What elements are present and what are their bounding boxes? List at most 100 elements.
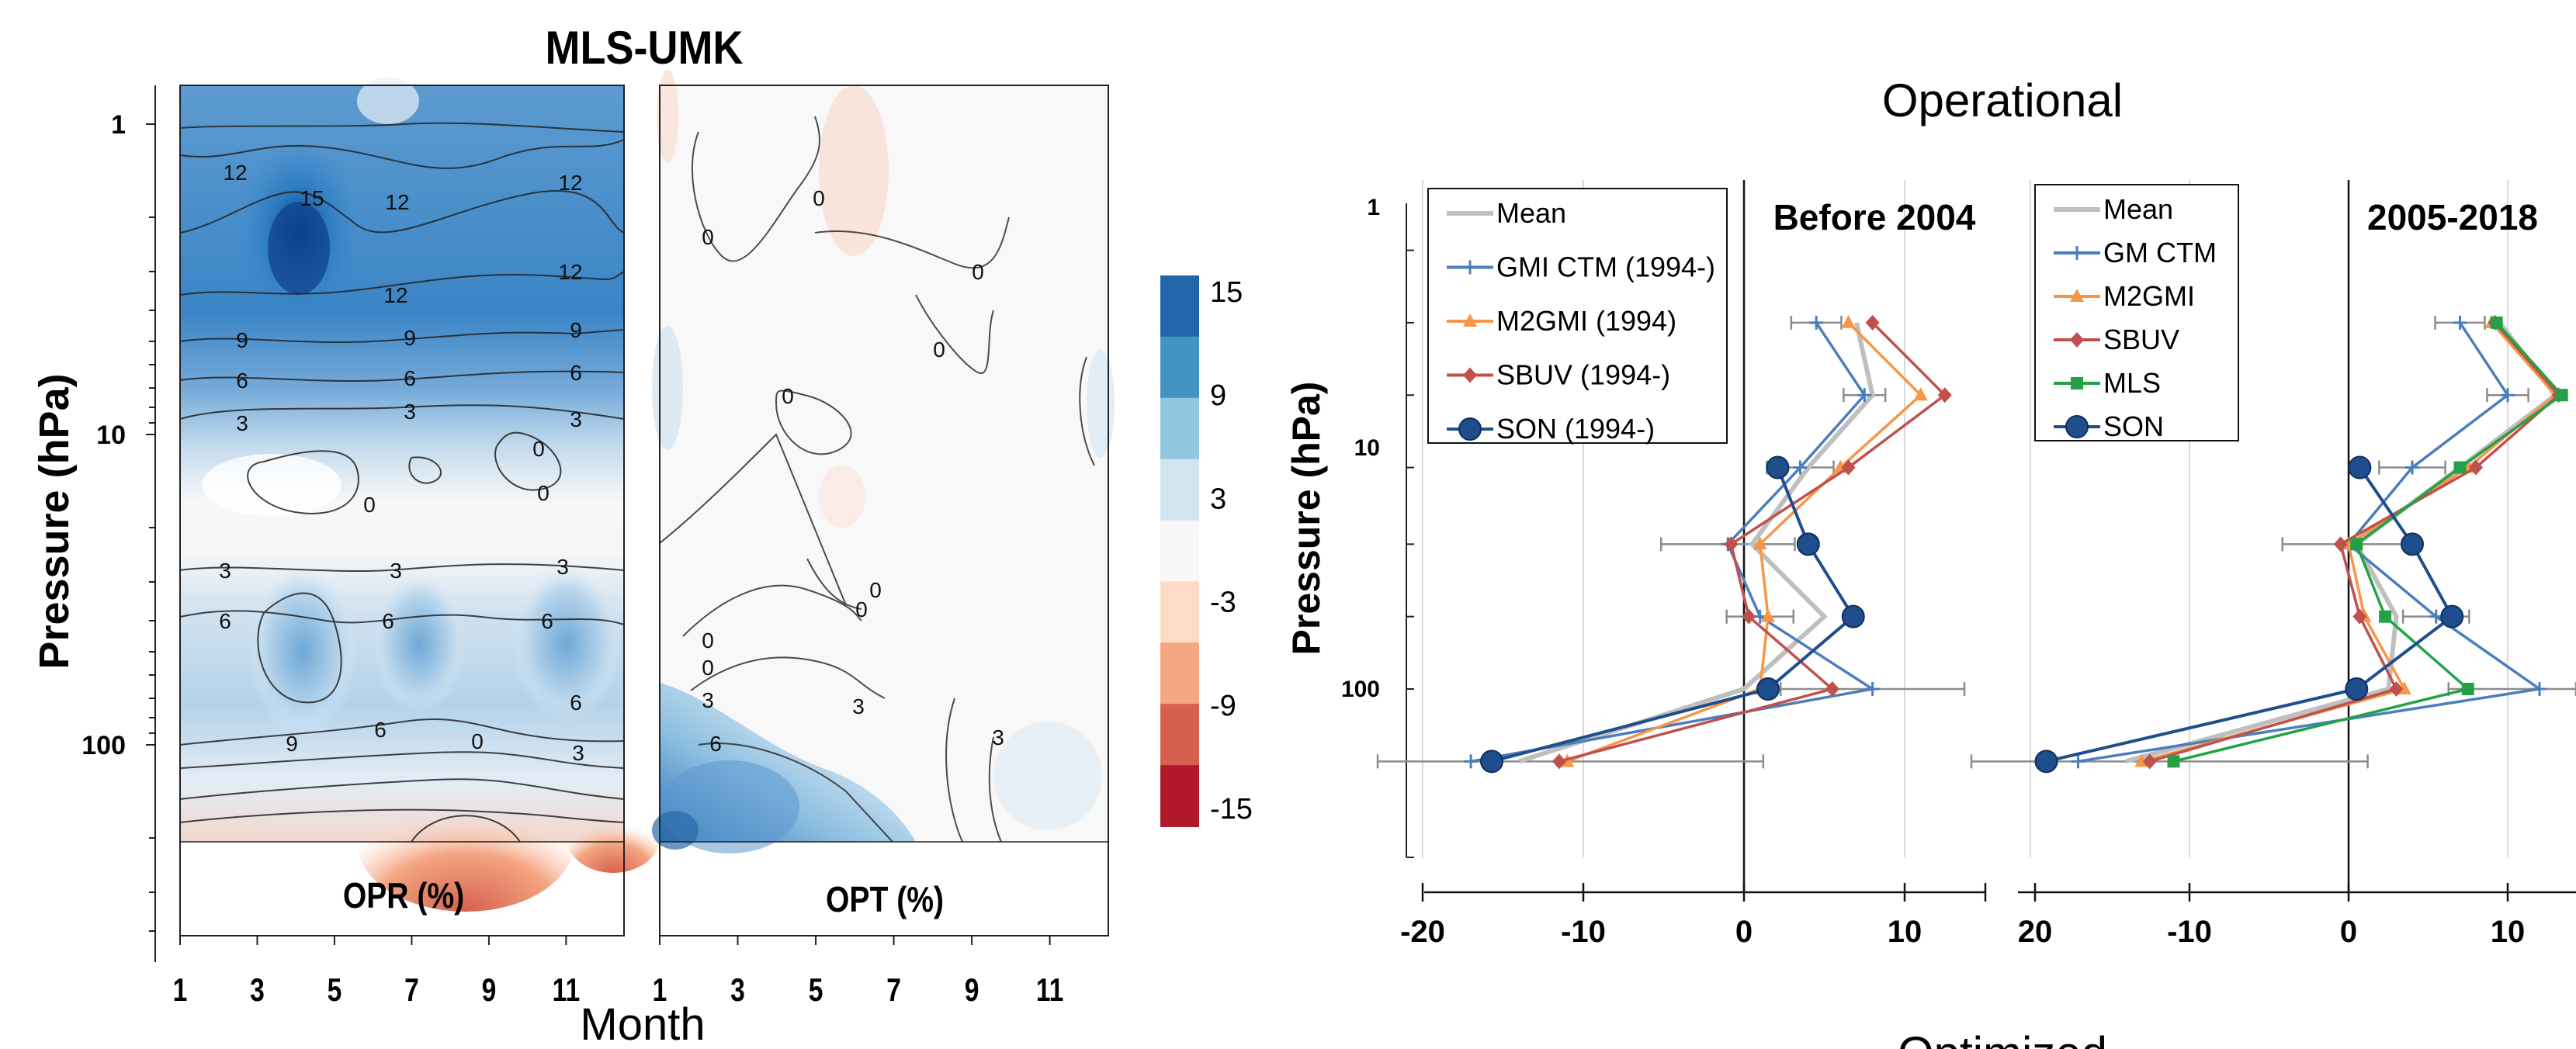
marker-circle — [2440, 604, 2464, 628]
x-tick-label: 10 — [2491, 915, 2526, 949]
legend-label: MLS — [2103, 367, 2161, 399]
month-tick-label: 1 — [173, 973, 188, 1009]
legend-label: SBUV (1994-) — [1496, 359, 1670, 391]
marker-circle — [1766, 455, 1790, 479]
month-tick-label: 3 — [250, 973, 265, 1009]
svg-text:0: 0 — [702, 656, 714, 680]
marker-triangle — [1841, 314, 1856, 328]
opt-contour-map — [652, 70, 1115, 853]
marker-triangle — [1463, 313, 1477, 327]
legend-label: Mean — [1496, 197, 1566, 229]
legend-label: GMI CTM (1994-) — [1496, 251, 1715, 283]
month-tick-label: 3 — [730, 973, 745, 1009]
profile-ytick-10: 10 — [1354, 435, 1380, 461]
svg-text:9: 9 — [236, 328, 248, 352]
colorbar: 15 9 3 -3 -9 -15 — [1160, 275, 1253, 827]
marker-circle — [2401, 532, 2424, 556]
legend-label: SBUV — [2103, 324, 2179, 355]
colorbar-swatch — [1160, 520, 1199, 583]
left-y-ticks — [146, 123, 155, 932]
svg-text:3: 3 — [852, 694, 865, 718]
x-tick-label: 0 — [2340, 915, 2357, 949]
x-tick-label: 10 — [1888, 915, 1922, 949]
svg-text:6: 6 — [382, 609, 394, 633]
left-ytick-1: 1 — [111, 110, 126, 140]
x-tick-label: -20 — [1400, 915, 1445, 949]
x-tick-label: -10 — [1561, 915, 1606, 949]
opr-contour-map — [179, 78, 660, 912]
legend: Mean GM CTM M2GMI SBUV MLS SON — [2034, 184, 2239, 442]
svg-text:12: 12 — [223, 161, 247, 185]
marker-diamond — [1742, 608, 1756, 625]
chart-2005-2018: 20 -10 0 10 2005-2018 Mean GM CTM M2GMI SBUV MLS S… — [1970, 180, 2576, 949]
opt-label: OPT (%) — [826, 880, 944, 920]
marker-diamond — [2389, 681, 2404, 697]
svg-text:15: 15 — [300, 186, 324, 210]
opr-contour-labels: 12 15 12 12 12 12 9 9 9 6 6 6 3 3 3 0 0 … — [219, 161, 584, 765]
series-line-mean — [1518, 322, 1875, 764]
colorbar-swatch — [1160, 275, 1199, 338]
marker-diamond — [2333, 536, 2348, 552]
legend-label: M2GMI (1994) — [1496, 305, 1676, 337]
legend-label: Mean — [2103, 193, 2173, 225]
colorbar-tick-label: -9 — [1210, 690, 1236, 722]
marker-diamond — [1937, 387, 1952, 403]
marker-diamond — [2469, 459, 2483, 476]
svg-text:12: 12 — [385, 190, 409, 214]
x-tick-label: 0 — [1735, 915, 1753, 949]
left-ylabel: Pressure (hPa) — [31, 373, 78, 669]
marker-circle — [2348, 455, 2372, 479]
profile-ylabel: Pressure (hPa) — [1285, 382, 1328, 656]
month-label: Month — [580, 999, 705, 1049]
svg-text:0: 0 — [702, 628, 714, 653]
marker-circle — [1480, 750, 1504, 774]
colorbar-swatch — [1160, 581, 1199, 644]
marker-circle — [1796, 532, 1820, 556]
legend-label: GM CTM — [2103, 237, 2217, 268]
month-tick-labels: 1 3 5 7 9 11 1 3 5 7 9 11 — [173, 936, 1063, 1009]
marker-diamond — [1825, 681, 1839, 697]
month-tick-label: 5 — [809, 973, 823, 1009]
marker-square — [2490, 316, 2503, 329]
svg-text:3: 3 — [572, 741, 584, 765]
colorbar-tick-label: 15 — [1210, 276, 1243, 309]
svg-text:9: 9 — [286, 732, 298, 756]
chart-title: 2005-2018 — [2367, 197, 2538, 237]
month-tick-label: 1 — [653, 973, 667, 1009]
colorbar-tick-label: -3 — [1210, 587, 1236, 619]
svg-text:0: 0 — [537, 481, 550, 505]
contour-title: MLS-UMK — [546, 22, 744, 74]
legend: Mean GMI CTM (1994-) M2GMI (1994) SBUV (199… — [1427, 188, 1728, 445]
marker-circle — [2345, 677, 2369, 701]
month-tick-label: 9 — [482, 973, 497, 1009]
profile-y-axis — [1406, 203, 1414, 858]
optimized-title: Optimized — [1898, 1027, 2107, 1049]
opt-contour-labels: 0 0 0 0 0 0 0 0 0 3 6 3 3 — [702, 186, 1004, 756]
legend-label: SON (1994-) — [1496, 413, 1655, 445]
month-tick-label: 7 — [404, 973, 419, 1009]
opr-label: OPR (%) — [343, 876, 464, 916]
series-line-son — [1491, 466, 1856, 763]
colorbar-tick-label: 9 — [1210, 379, 1226, 412]
svg-text:3: 3 — [702, 688, 714, 712]
colorbar-swatch — [1160, 765, 1199, 827]
marker-circle — [1841, 604, 1865, 628]
svg-text:3: 3 — [390, 559, 402, 583]
svg-text:3: 3 — [992, 725, 1004, 750]
svg-text:6: 6 — [219, 609, 231, 633]
svg-text:0: 0 — [363, 493, 376, 517]
marker-diamond — [2352, 608, 2367, 625]
profile-panel: Operational Pressure (hPa) 1 10 100 -20-… — [1285, 74, 2576, 1049]
colorbar-swatch — [1160, 397, 1199, 460]
svg-text:0: 0 — [869, 578, 882, 602]
legend-box — [1427, 188, 1728, 444]
svg-text:0: 0 — [702, 225, 714, 249]
marker-diamond — [1865, 314, 1880, 331]
contour-panel: MLS-UMK 1 1 0 1 0 0 Pressure (hPa) — [31, 22, 1253, 1049]
marker-square — [2071, 377, 2083, 389]
marker-triangle — [1761, 608, 1776, 622]
svg-text:12: 12 — [558, 260, 582, 284]
svg-text:9: 9 — [404, 326, 416, 350]
month-tick-label: 7 — [886, 973, 901, 1009]
colorbar-swatch — [1160, 459, 1199, 521]
